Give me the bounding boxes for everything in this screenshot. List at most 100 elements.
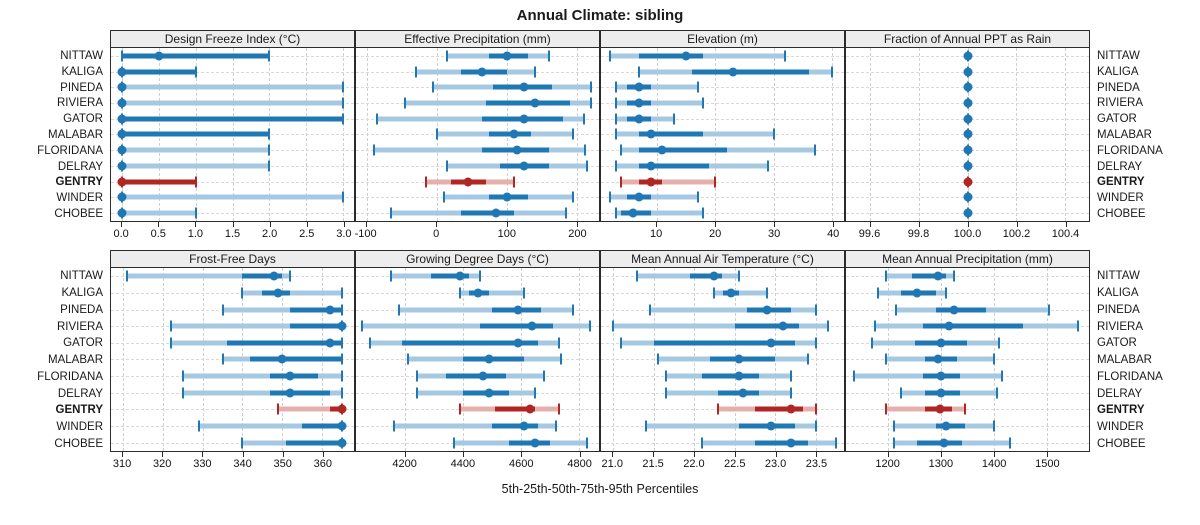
data-row-riviera <box>601 318 844 335</box>
panel-row-1: NITTAW KALIGA PINEDA RIVIERA GATOR MALABAR FLO… <box>0 250 1200 476</box>
axis-tick <box>158 222 160 227</box>
whisker-cap-95th <box>194 207 197 219</box>
interquartile-bar-25-75 <box>286 440 343 446</box>
whisker-cap-5th <box>900 387 903 399</box>
station-labels-left: NITTAW KALIGA PINEDA RIVIERA GATOR MALABAR FLO… <box>0 250 110 476</box>
interquartile-bar-25-75 <box>690 273 723 279</box>
median-dot <box>277 354 287 364</box>
axis-tick-label: 0.0 <box>113 228 129 240</box>
whisker-cap-5th <box>614 160 617 172</box>
whisker-cap-95th <box>341 304 344 316</box>
interquartile-bar-25-75 <box>290 307 343 313</box>
data-row-winder <box>846 418 1089 435</box>
whisker-band-5-95 <box>182 390 343 396</box>
data-row-chobee <box>356 205 599 221</box>
station-label-delray: DELRAY <box>57 160 103 173</box>
interquartile-bar-25-75 <box>485 100 570 106</box>
data-row-delray <box>846 158 1089 174</box>
whisker-cap-5th <box>425 176 428 188</box>
axis-tick <box>365 222 367 227</box>
data-row-malabar <box>601 351 844 368</box>
interquartile-bar-25-75 <box>639 163 710 169</box>
data-row-gator <box>846 111 1089 127</box>
panel-growing-degree-days-c: Growing Degree Days (°C) 4200 4400 4600 4800 <box>355 250 600 476</box>
data-row-kaliga <box>111 64 354 80</box>
panel-plot-area <box>110 268 355 452</box>
median-dot <box>766 421 776 431</box>
axis-tick-label: 23.0 <box>764 458 787 470</box>
station-label-chobee: CHOBEE <box>54 437 103 450</box>
median-dot <box>325 338 335 348</box>
data-row-pineda <box>111 79 354 95</box>
axis-tick-label: 100.4 <box>1051 228 1080 240</box>
whisker-cap-95th <box>814 403 817 415</box>
data-row-gator <box>846 335 1089 352</box>
median-dot <box>269 271 279 281</box>
station-label-floridana: FLORIDANA <box>37 144 103 157</box>
axis-tick-label: 4800 <box>567 458 592 470</box>
data-row-floridana <box>601 368 844 385</box>
station-label-gator: GATOR <box>1097 113 1137 126</box>
chart-title: Annual Climate: sibling <box>516 6 684 24</box>
data-row-pineda <box>601 79 844 95</box>
axis-tick <box>715 222 717 227</box>
station-label-floridana: FLORIDANA <box>1097 144 1163 157</box>
axis-tick-label: 22.0 <box>683 458 705 470</box>
whisker-cap-5th <box>459 403 462 415</box>
whisker-cap-5th <box>876 287 879 299</box>
axis-tick-label: 30 <box>768 228 781 240</box>
axis-tick-label: 23.5 <box>805 458 828 470</box>
data-row-nittaw <box>111 268 354 285</box>
data-row-floridana <box>356 368 599 385</box>
whisker-band-5-95 <box>714 290 768 296</box>
whisker-cap-5th <box>181 370 184 382</box>
axis-tick <box>967 222 969 227</box>
data-row-winder <box>601 418 844 435</box>
median-dot <box>513 305 523 315</box>
data-row-pineda <box>846 301 1089 318</box>
whisker-cap-5th <box>389 270 392 282</box>
whisker-band-5-95 <box>377 116 584 122</box>
median-dot <box>484 354 494 364</box>
station-labels-left: NITTAW KALIGA PINEDA RIVIERA GATOR MALABAR FLO… <box>0 30 110 246</box>
axis-tick-label: 320 <box>153 458 172 470</box>
median-dot <box>117 129 127 139</box>
axis-tick-label: 1.0 <box>187 228 204 240</box>
axis-tick-label: 21.5 <box>642 458 664 470</box>
whisker-cap-5th <box>241 287 244 299</box>
axis-tick-label: 0 <box>433 228 440 240</box>
interquartile-bar-25-75 <box>734 323 800 329</box>
median-dot <box>463 177 473 187</box>
whisker-cap-95th <box>512 176 515 188</box>
station-label-malabar: MALABAR <box>48 128 103 141</box>
whisker-cap-95th <box>1008 437 1011 449</box>
data-row-gentry <box>356 401 599 418</box>
station-label-pineda: PINEDA <box>60 81 103 94</box>
median-dot <box>519 82 529 92</box>
panel-x-axis: 4200 4400 4600 4800 <box>355 452 600 476</box>
whisker-band-5-95 <box>122 147 270 153</box>
axis-spacer <box>1097 222 1200 246</box>
axis-tick <box>775 452 777 457</box>
panel-x-axis: -100 0 100 200 <box>355 222 600 246</box>
interquartile-bar-25-75 <box>226 340 343 346</box>
whisker-cap-95th <box>998 337 1001 349</box>
axis-tick-label: 22.5 <box>724 458 746 470</box>
data-row-gentry <box>111 401 354 418</box>
whisker-cap-95th <box>534 387 537 399</box>
median-dot <box>646 161 656 171</box>
data-row-gentry <box>846 174 1089 190</box>
whisker-cap-95th <box>702 207 705 219</box>
axis-tick-label: 1400 <box>981 458 1007 470</box>
station-label-pineda: PINEDA <box>1097 81 1140 94</box>
axis-tick <box>612 452 614 457</box>
whisker-cap-5th <box>648 304 651 316</box>
whisker-cap-95th <box>995 387 998 399</box>
station-label-delray: DELRAY <box>1097 387 1143 400</box>
whisker-cap-5th <box>620 144 623 156</box>
axis-tick <box>306 222 308 227</box>
whisker-cap-95th <box>560 353 563 365</box>
median-dot <box>738 388 748 398</box>
interquartile-bar-25-75 <box>330 406 343 412</box>
